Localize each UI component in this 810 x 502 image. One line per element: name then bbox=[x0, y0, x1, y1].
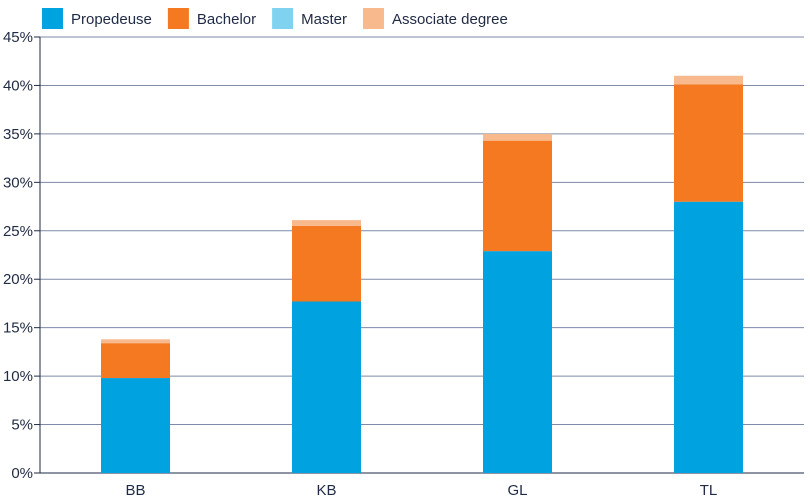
bar-tl-associate-degree bbox=[674, 75, 743, 85]
bar-gl-associate-degree bbox=[483, 133, 552, 141]
y-tick-label: 45% bbox=[3, 29, 33, 46]
legend-swatch bbox=[167, 8, 189, 29]
y-tick-label: 10% bbox=[3, 368, 33, 385]
x-tick-label: TL bbox=[700, 482, 718, 499]
y-tick-label: 15% bbox=[3, 320, 33, 337]
tick-labels: 0% 5% 10% 15% 20% 25% 30% 35% 40% 45% BB KB GL TL bbox=[3, 29, 717, 499]
bar-kb-associate-degree bbox=[292, 220, 361, 226]
y-tick-label: 35% bbox=[3, 126, 33, 143]
legend-item-associate-degree: Associate degree bbox=[362, 8, 508, 29]
bar-tl-propedeuse bbox=[674, 201, 743, 473]
legend-item-bachelor: Bachelor bbox=[167, 8, 256, 29]
legend-item-master: Master bbox=[272, 8, 347, 29]
legend-label: Bachelor bbox=[197, 11, 256, 28]
x-tick-label: GL bbox=[507, 482, 527, 499]
bar-bb-associate-degree bbox=[101, 339, 170, 344]
bar-kb-bachelor bbox=[292, 225, 361, 302]
bar-bb-propedeuse bbox=[101, 378, 170, 473]
bar-tl-bachelor bbox=[674, 84, 743, 202]
x-tick-label: KB bbox=[316, 482, 336, 499]
y-tick-label: 0% bbox=[11, 465, 33, 482]
legend-label: Propedeuse bbox=[71, 11, 152, 28]
bar-bb-bachelor bbox=[101, 343, 170, 379]
legend-swatch bbox=[272, 8, 294, 29]
legend-swatch bbox=[362, 8, 384, 29]
y-tick-label: 5% bbox=[11, 417, 33, 434]
y-tick-label: 30% bbox=[3, 174, 33, 191]
bar-kb-propedeuse bbox=[292, 301, 361, 473]
legend-swatch bbox=[42, 8, 63, 29]
legend-label: Master bbox=[301, 11, 347, 28]
legend: Propedeuse Bachelor Master Associate degree bbox=[42, 8, 508, 29]
x-tick-label: BB bbox=[125, 482, 145, 499]
legend-item-propedeuse: Propedeuse bbox=[42, 8, 152, 29]
legend-label: Associate degree bbox=[392, 11, 508, 28]
bar-gl-bachelor bbox=[483, 140, 552, 252]
y-tick-label: 40% bbox=[3, 77, 33, 94]
bars bbox=[101, 75, 743, 473]
bar-gl-propedeuse bbox=[483, 251, 552, 473]
y-tick-label: 25% bbox=[3, 223, 33, 240]
y-tick-label: 20% bbox=[3, 271, 33, 288]
